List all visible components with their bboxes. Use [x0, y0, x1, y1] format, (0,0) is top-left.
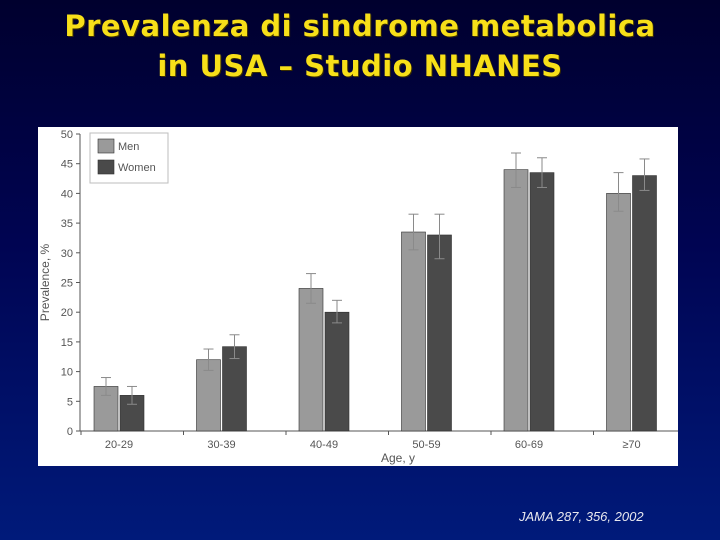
y-tick-label: 40 — [61, 188, 73, 200]
y-tick-label: 20 — [61, 307, 73, 319]
bar-men-3 — [401, 231, 426, 432]
x-tick-label: ≥70 — [622, 439, 640, 451]
legend-label-men: Men — [118, 141, 139, 153]
bar-men-5 — [606, 193, 631, 432]
bar-women-5 — [632, 175, 657, 432]
x-tick-label: 20-29 — [105, 439, 133, 451]
bar-men-0 — [93, 386, 119, 432]
legend-swatch-women — [97, 159, 115, 175]
citation: JAMA 287, 356, 2002 — [519, 509, 644, 524]
chart-panel: 0 5 10 15 20 25 30 35 40 45 50 Prevalence, % 20-29 30… — [38, 127, 678, 466]
y-axis-label: Prevalence, % — [38, 243, 52, 321]
bar-women-3 — [427, 234, 452, 432]
legend-swatch-men — [97, 138, 115, 154]
y-tick-label: 45 — [61, 159, 73, 171]
y-tick-label: 5 — [67, 396, 73, 408]
y-tick-label: 0 — [67, 426, 73, 438]
bar-women-1 — [222, 346, 247, 432]
bar-women-4 — [529, 172, 555, 432]
y-tick-label: 35 — [61, 218, 73, 230]
bar-men-2 — [298, 288, 324, 432]
slide-title-line-1: Prevalenza di sindrome metabolica — [64, 9, 656, 43]
x-tick-label: 40-49 — [310, 439, 338, 451]
bar-men-4 — [503, 169, 529, 432]
y-tick-label: 25 — [61, 278, 73, 290]
x-tick-label: 30-39 — [207, 439, 235, 451]
bar-chart: 0 5 10 15 20 25 30 35 40 45 50 Prevalence, % 20-29 30… — [38, 129, 678, 465]
x-tick-label: 60-69 — [515, 439, 543, 451]
y-tick-label: 30 — [61, 248, 73, 260]
y-tick-label: 10 — [61, 367, 73, 379]
x-tick-label: 50-59 — [412, 439, 440, 451]
y-tick-label: 15 — [61, 337, 73, 349]
slide-title-line-2: in USA – Studio NHANES — [157, 49, 563, 83]
bar-women-2 — [324, 311, 350, 432]
bar-men-1 — [196, 359, 221, 432]
legend-label-women: Women — [118, 162, 156, 174]
y-tick-label: 50 — [61, 129, 73, 141]
x-axis-label: Age, y — [381, 451, 415, 465]
slide-title: Prevalenza di sindrome metabolica in USA… — [0, 6, 720, 86]
